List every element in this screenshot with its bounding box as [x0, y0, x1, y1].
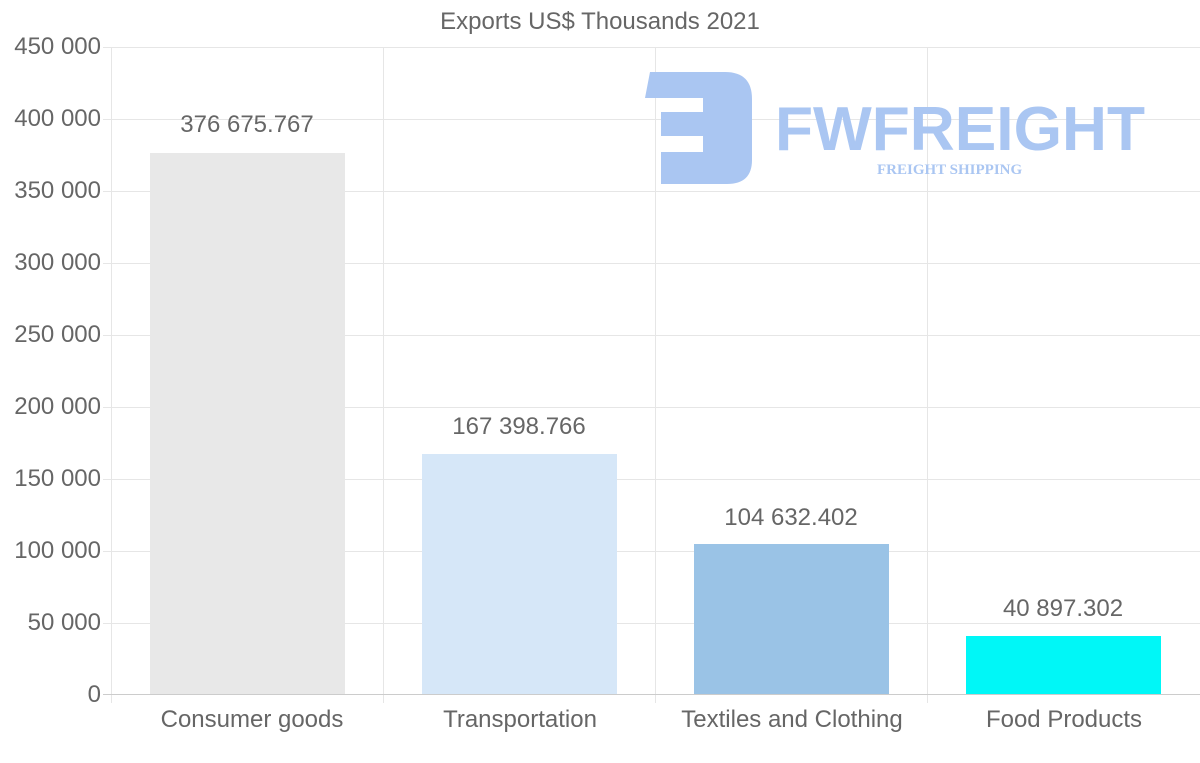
gridline: [103, 479, 1200, 480]
y-tick-label: 50 000: [27, 609, 101, 636]
gridline: [103, 335, 1200, 336]
x-tick-label: Food Products: [985, 706, 1143, 733]
bar-consumer-goods[interactable]: [150, 153, 345, 695]
gridline: [383, 47, 384, 703]
x-tick-label: Textiles and Clothing: [681, 706, 903, 733]
value-label: 376 675.767: [180, 111, 314, 138]
gridline: [103, 263, 1200, 264]
y-tick-label: 400 000: [14, 105, 101, 132]
bar-food-products[interactable]: [966, 636, 1161, 695]
x-axis-line: [103, 694, 1200, 695]
y-tick-label: 0: [87, 681, 101, 708]
fwfreight-logo-icon: FWFREIGHT FREIGHT SHIPPING: [645, 72, 1145, 184]
y-tick-label: 350 000: [14, 177, 101, 204]
x-tick-label: Consumer goods: [160, 706, 344, 733]
gridline: [111, 47, 112, 703]
bar-textiles-and-clothing[interactable]: [694, 544, 889, 695]
svg-text:FREIGHT SHIPPING: FREIGHT SHIPPING: [877, 162, 1022, 178]
y-tick-label: 250 000: [14, 321, 101, 348]
svg-text:FWFREIGHT: FWFREIGHT: [775, 95, 1145, 164]
x-tick-label: Transportation: [443, 706, 597, 733]
gridline: [103, 119, 1200, 120]
chart-title: Exports US$ Thousands 2021: [440, 8, 760, 35]
y-tick-label: 450 000: [14, 33, 101, 60]
y-tick-label: 150 000: [14, 465, 101, 492]
y-tick-label: 300 000: [14, 249, 101, 276]
value-label: 104 632.402: [724, 504, 858, 531]
gridline: [103, 623, 1200, 624]
gridline: [927, 47, 928, 703]
value-label: 40 897.302: [1002, 595, 1124, 622]
gridline: [103, 551, 1200, 552]
gridline: [103, 191, 1200, 192]
y-tick-label: 200 000: [14, 393, 101, 420]
gridline: [655, 47, 656, 703]
plot-area: FWFREIGHT FREIGHT SHIPPING 376 675.767 1…: [103, 47, 1200, 703]
gridline: [103, 47, 1200, 48]
bar-transportation[interactable]: [422, 454, 617, 695]
gridline: [103, 407, 1200, 408]
y-tick-label: 100 000: [14, 537, 101, 564]
value-label: 167 398.766: [452, 413, 586, 440]
